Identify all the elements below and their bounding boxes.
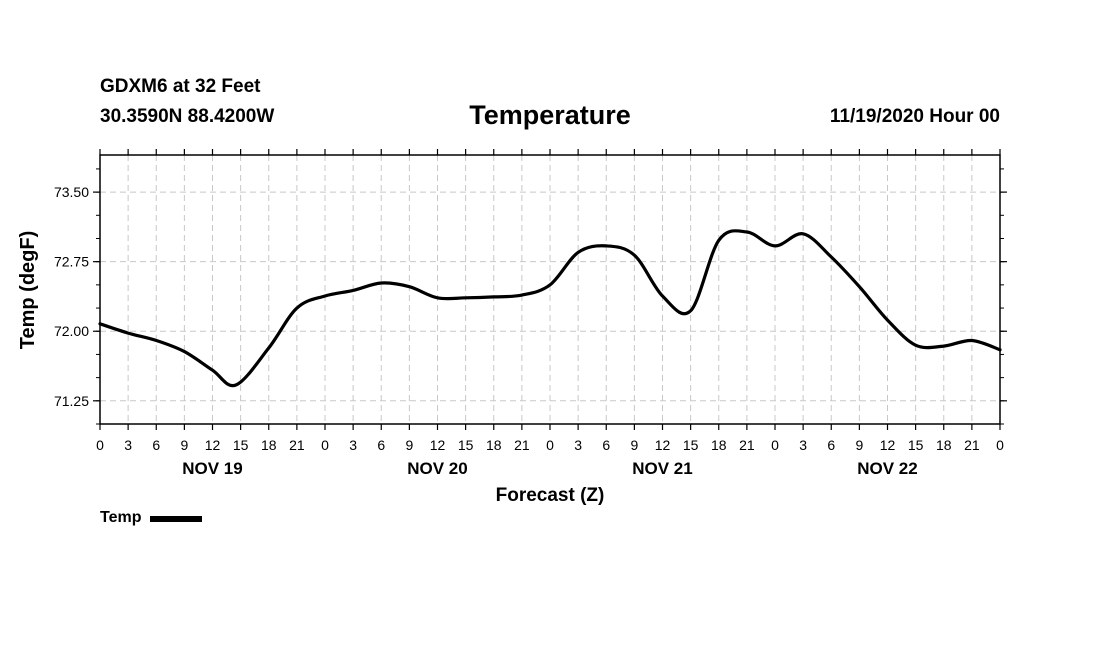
x-tick-label: 21 xyxy=(739,437,755,453)
series-line-temp xyxy=(98,229,1002,388)
x-tick-label: 6 xyxy=(377,437,385,453)
coordinates-label: 30.3590N 88.4200W xyxy=(100,106,275,127)
x-tick-label: 6 xyxy=(827,437,835,453)
x-tick-label: 12 xyxy=(655,437,671,453)
x-tick-label: 0 xyxy=(546,437,554,453)
legend-swatch-temp xyxy=(150,516,203,522)
x-tick-label: 18 xyxy=(936,437,952,453)
y-axis-label: Temp (degF) xyxy=(17,231,39,350)
y-axis: 71.25 72.00 72.75 73.50 xyxy=(54,168,1007,425)
x-tick-label: 3 xyxy=(349,437,357,453)
x-tick-label: 3 xyxy=(799,437,807,453)
y-tick-label: 71.25 xyxy=(54,393,89,409)
run-time-label: 11/19/2020 Hour 00 xyxy=(829,106,1000,127)
station-label: GDXM6 at 32 Feet xyxy=(100,76,261,97)
legend-label-temp: Temp xyxy=(100,509,142,526)
x-tick-label: 15 xyxy=(908,437,924,453)
x-axis: 0 3 6 9 12 15 18 21 0 3 6 9 12 15 18 21 0 3 6 9 12 15 18 21 0 3 6 9… xyxy=(96,149,1004,478)
x-tick-label: 18 xyxy=(711,437,727,453)
x-tick-label: 0 xyxy=(996,437,1004,453)
y-tick-label: 73.50 xyxy=(54,184,89,200)
x-tick-label: 3 xyxy=(124,437,132,453)
x-tick-label: 6 xyxy=(602,437,610,453)
x-axis-label: Forecast (Z) xyxy=(496,485,605,506)
x-tick-label: 21 xyxy=(964,437,980,453)
y-tick-label: 72.00 xyxy=(54,323,89,339)
day-label: NOV 21 xyxy=(632,459,692,478)
x-tick-label: 9 xyxy=(405,437,413,453)
x-tick-label: 0 xyxy=(321,437,329,453)
x-tick-label: 21 xyxy=(514,437,530,453)
y-tick-label: 72.75 xyxy=(54,254,89,270)
series-group xyxy=(98,229,1002,388)
x-tick-label: 18 xyxy=(261,437,277,453)
x-tick-label: 15 xyxy=(458,437,474,453)
x-tick-label: 21 xyxy=(289,437,305,453)
day-label: NOV 19 xyxy=(182,459,242,478)
x-tick-label: 15 xyxy=(233,437,249,453)
grid-lines xyxy=(100,155,1000,424)
x-tick-label: 12 xyxy=(880,437,896,453)
x-tick-label: 9 xyxy=(180,437,188,453)
x-tick-label: 0 xyxy=(96,437,104,453)
day-label: NOV 22 xyxy=(857,459,917,478)
x-tick-label: 6 xyxy=(152,437,160,453)
legend: Temp xyxy=(100,509,203,527)
x-tick-label: 15 xyxy=(683,437,699,453)
x-tick-label: 18 xyxy=(486,437,502,453)
x-tick-label: 3 xyxy=(574,437,582,453)
chart-title: Temperature xyxy=(469,100,631,130)
x-tick-label: 9 xyxy=(630,437,638,453)
day-label: NOV 20 xyxy=(407,459,467,478)
x-tick-label: 9 xyxy=(855,437,863,453)
x-tick-label: 12 xyxy=(205,437,221,453)
x-tick-label: 12 xyxy=(430,437,446,453)
x-tick-label: 0 xyxy=(771,437,779,453)
